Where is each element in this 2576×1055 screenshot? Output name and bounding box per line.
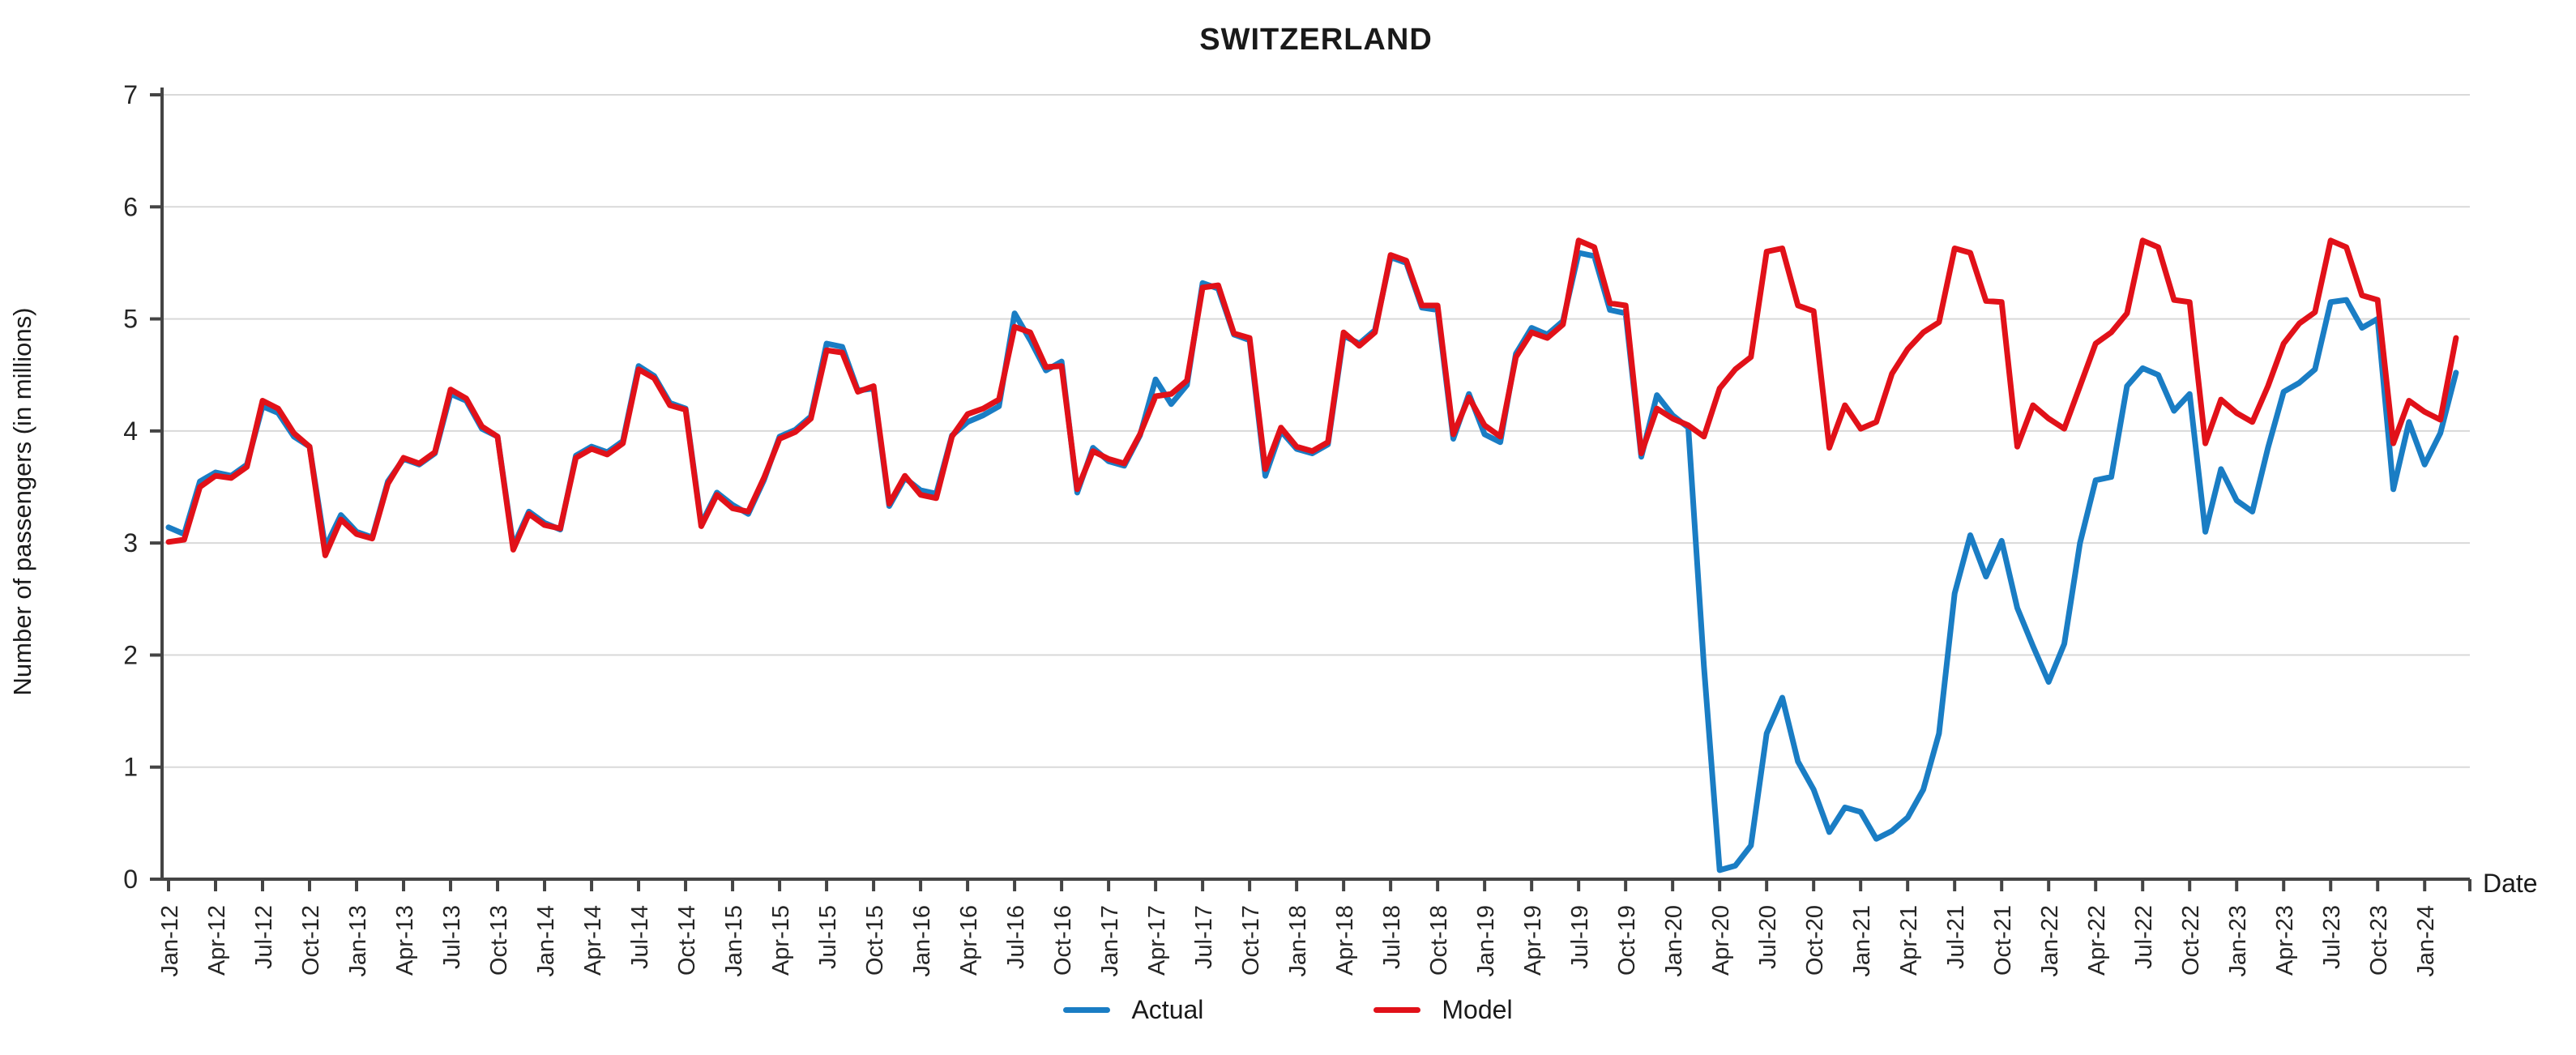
legend-item-model: Model xyxy=(1373,995,1513,1025)
x-tick-label: Jul-12 xyxy=(251,905,277,969)
series-model-line xyxy=(165,237,2459,558)
x-tick-label: Jan-19 xyxy=(1473,905,1499,977)
legend-label-actual: Actual xyxy=(1131,995,1204,1024)
x-tick-label: Jan-18 xyxy=(1285,905,1311,977)
x-tick-label: Oct-18 xyxy=(1426,905,1452,976)
x-tick-label: Jan-12 xyxy=(157,905,183,977)
x-tick-label: Apr-19 xyxy=(1520,905,1546,976)
x-tick-label: Jul-14 xyxy=(627,905,653,969)
legend: Actual Model xyxy=(0,995,2576,1025)
x-tick-label: Oct-23 xyxy=(2366,905,2392,976)
x-tick-label: Jan-17 xyxy=(1097,905,1123,977)
x-tick-label: Apr-22 xyxy=(2084,905,2110,976)
x-tick-label: Oct-22 xyxy=(2178,905,2204,976)
y-tick-label: 5 xyxy=(123,305,138,334)
x-tick-label: Jul-19 xyxy=(1567,905,1593,969)
x-tick-label: Jan-22 xyxy=(2037,905,2063,977)
x-tick-label: Apr-15 xyxy=(768,905,794,976)
x-tick-label: Apr-20 xyxy=(1708,905,1734,976)
x-tick-label: Jul-17 xyxy=(1191,905,1217,969)
x-tick-label: Jul-15 xyxy=(815,905,841,969)
x-tick-label: Oct-15 xyxy=(862,905,888,976)
y-tick-label: 0 xyxy=(123,865,138,894)
x-tick-label: Jan-20 xyxy=(1661,905,1687,977)
x-tick-label: Jan-21 xyxy=(1849,905,1875,977)
x-tick-label: Oct-20 xyxy=(1802,905,1828,976)
x-tick-label: Jan-14 xyxy=(533,905,559,977)
x-tick-label: Apr-23 xyxy=(2272,905,2298,976)
x-tick-label: Jul-22 xyxy=(2131,905,2157,969)
x-tick-label: Oct-19 xyxy=(1614,905,1640,976)
x-tick-label: Apr-21 xyxy=(1896,905,1922,976)
x-tick-label: Jan-13 xyxy=(345,905,371,977)
x-tick-label: Jan-23 xyxy=(2225,905,2251,977)
x-tick-label: Oct-12 xyxy=(298,905,324,976)
x-tick-label: Apr-14 xyxy=(580,905,606,976)
x-tick-label: Jul-23 xyxy=(2319,905,2345,969)
y-tick-label: 7 xyxy=(123,80,138,109)
x-tick-label: Jul-16 xyxy=(1003,905,1029,969)
y-tick-label: 4 xyxy=(123,416,138,446)
x-tick-label: Jul-18 xyxy=(1379,905,1405,969)
x-tick-label: Jul-13 xyxy=(439,905,465,969)
x-tick-label: Apr-12 xyxy=(204,905,230,976)
model-line-swatch-icon xyxy=(1373,1007,1421,1013)
y-tick-label: 3 xyxy=(123,528,138,557)
x-tick-label: Oct-21 xyxy=(1990,905,2016,976)
y-tick-label: 6 xyxy=(123,192,138,221)
series-actual-line xyxy=(165,250,2459,873)
chart-title: SWITZERLAND xyxy=(1199,23,1433,57)
x-axis-title: Date xyxy=(2483,869,2538,898)
x-tick-label: Oct-13 xyxy=(486,905,512,976)
x-tick-label: Oct-16 xyxy=(1050,905,1076,976)
actual-line-swatch-icon xyxy=(1063,1007,1111,1013)
legend-item-actual: Actual xyxy=(1063,995,1203,1025)
x-tick-label: Jul-21 xyxy=(1943,905,1969,969)
x-tick-label: Oct-17 xyxy=(1238,905,1264,976)
x-tick-label: Jan-24 xyxy=(2413,905,2439,977)
x-tick-label: Oct-14 xyxy=(674,905,700,976)
x-tick-label: Jan-16 xyxy=(909,905,935,977)
y-tick-label: 1 xyxy=(123,753,138,782)
x-tick-label: Jan-15 xyxy=(721,905,747,977)
x-tick-label: Apr-16 xyxy=(956,905,982,976)
x-tick-label: Apr-17 xyxy=(1144,905,1170,976)
x-tick-label: Apr-18 xyxy=(1332,905,1358,976)
legend-label-model: Model xyxy=(1442,995,1513,1024)
x-tick-label: Apr-13 xyxy=(392,905,418,976)
x-tick-label: Jul-20 xyxy=(1755,905,1781,969)
y-tick-label: 2 xyxy=(123,640,138,669)
